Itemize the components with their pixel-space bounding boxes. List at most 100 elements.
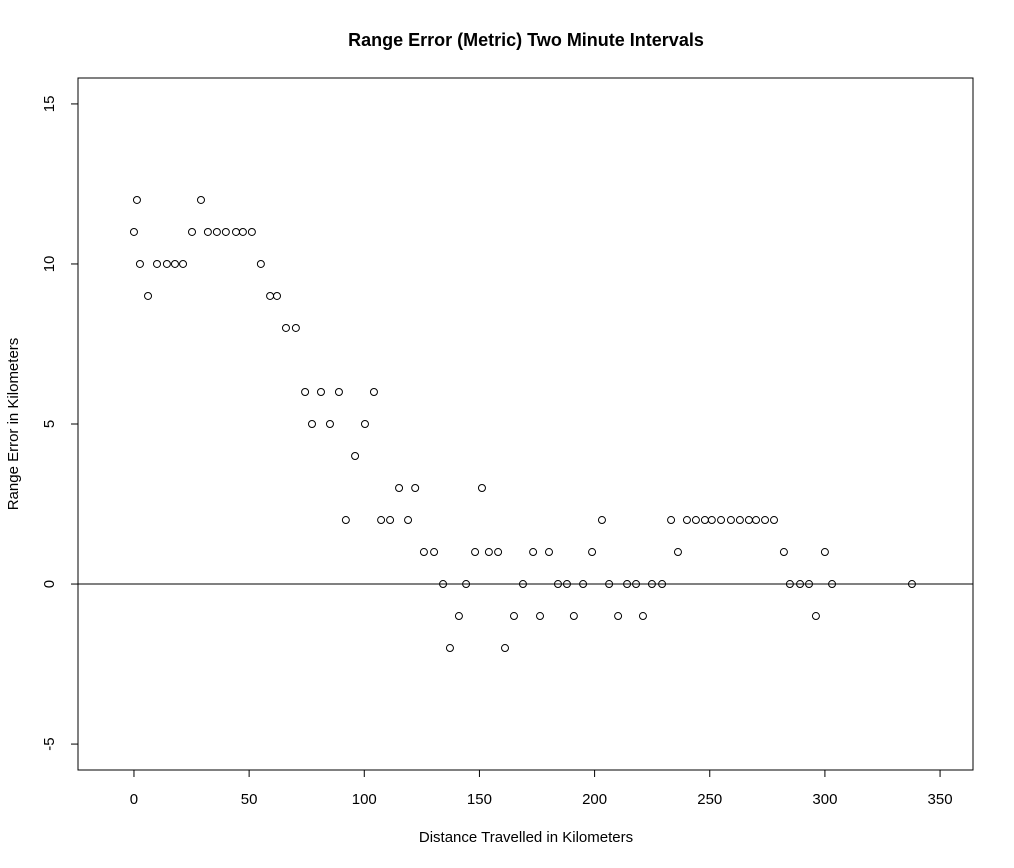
point [231, 227, 240, 236]
point [419, 548, 428, 557]
point [144, 291, 153, 300]
x-tick-label: 0 [130, 791, 138, 808]
point [135, 259, 144, 268]
point [188, 227, 197, 236]
point [462, 580, 471, 589]
point [132, 195, 141, 204]
point [196, 195, 205, 204]
point [588, 548, 597, 557]
point [623, 580, 632, 589]
point [445, 644, 454, 653]
point [779, 548, 788, 557]
point [221, 227, 230, 236]
point [454, 612, 463, 621]
point [341, 516, 350, 525]
point [129, 227, 138, 236]
point [484, 548, 493, 557]
point [907, 580, 916, 589]
point [509, 612, 518, 621]
point [203, 227, 212, 236]
point [597, 516, 606, 525]
point [281, 323, 290, 332]
point [811, 612, 820, 621]
point [471, 548, 480, 557]
point [162, 259, 171, 268]
point [518, 580, 527, 589]
point [529, 548, 538, 557]
point [752, 516, 761, 525]
point [316, 387, 325, 396]
point [647, 580, 656, 589]
point [658, 580, 667, 589]
point [179, 259, 188, 268]
point [553, 580, 562, 589]
point [266, 291, 275, 300]
point [369, 387, 378, 396]
point [411, 484, 420, 493]
x-axis-label: Distance Travelled in Kilometers [419, 829, 633, 846]
point [404, 516, 413, 525]
x-tick-label: 300 [812, 791, 837, 808]
point [536, 612, 545, 621]
y-axis-label: Range Error in Kilometers [5, 338, 22, 511]
point [744, 516, 753, 525]
y-tick-label: -5 [41, 737, 58, 750]
point [501, 644, 510, 653]
y-tick-label: 0 [41, 580, 58, 588]
x-tick-label: 150 [467, 791, 492, 808]
x-tick-label: 100 [352, 791, 377, 808]
point [307, 420, 316, 428]
point [796, 580, 805, 589]
x-tick-label: 200 [582, 791, 607, 808]
x-tick-label: 250 [697, 791, 722, 808]
x-tick-label: 350 [928, 791, 953, 808]
point [247, 227, 256, 236]
point [386, 516, 395, 525]
point [717, 516, 726, 525]
point [682, 516, 691, 525]
point [667, 516, 676, 525]
point [377, 516, 386, 525]
point [430, 548, 439, 557]
point [477, 484, 486, 493]
point [805, 580, 814, 589]
point [579, 580, 588, 589]
plot-frame [77, 77, 974, 771]
point [673, 548, 682, 557]
point [351, 452, 360, 461]
point [562, 580, 571, 589]
point [820, 548, 829, 557]
chart-title: Range Error (Metric) Two Minute Interval… [348, 30, 704, 50]
point [770, 516, 779, 525]
point [325, 420, 334, 428]
y-tick-label: 10 [41, 256, 58, 273]
point [301, 387, 310, 396]
point [828, 580, 837, 589]
point [691, 516, 700, 525]
point [152, 259, 161, 268]
point [291, 323, 300, 332]
point [272, 291, 281, 300]
point [544, 548, 553, 557]
point [707, 516, 716, 525]
y-tick-label: 5 [41, 420, 58, 428]
point [569, 612, 578, 621]
point [170, 259, 179, 268]
point [605, 580, 614, 589]
point [638, 612, 647, 621]
point [726, 516, 735, 525]
point [735, 516, 744, 525]
point [360, 420, 369, 428]
point [334, 387, 343, 396]
point [238, 227, 247, 236]
point [632, 580, 641, 589]
point [256, 259, 265, 268]
point [439, 580, 448, 589]
point [212, 227, 221, 236]
y-tick-label: 15 [41, 96, 58, 113]
point [785, 580, 794, 589]
point [614, 612, 623, 621]
x-tick-label: 50 [241, 791, 258, 808]
